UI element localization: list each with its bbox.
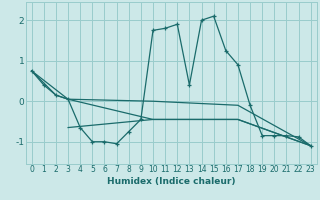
- X-axis label: Humidex (Indice chaleur): Humidex (Indice chaleur): [107, 177, 236, 186]
